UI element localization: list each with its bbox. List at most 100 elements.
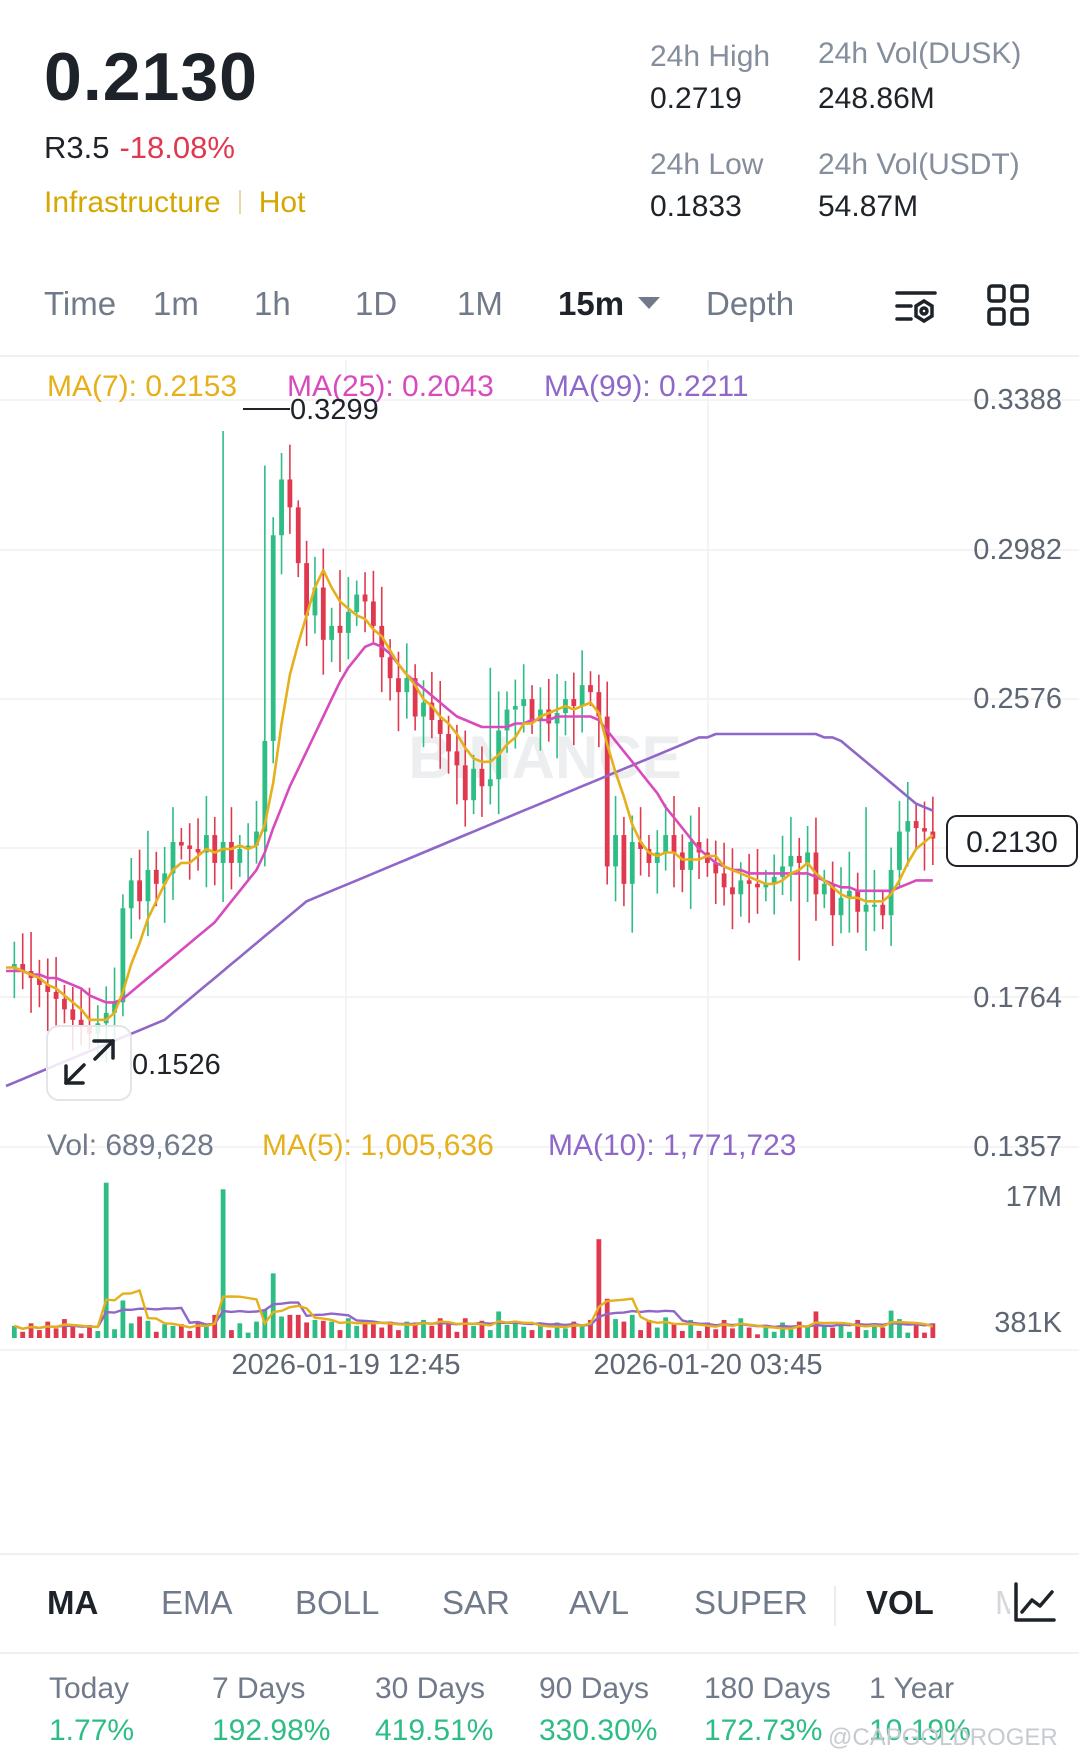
candles-layer (11, 431, 936, 1063)
price-axis-label: 0.1357 (973, 1131, 1062, 1163)
ma-lines-layer (5, 568, 934, 1088)
volume-bar (846, 1331, 852, 1338)
candle-body (204, 835, 209, 853)
volume-bar (220, 1189, 226, 1338)
volume-bar (337, 1330, 343, 1338)
candle-body (437, 720, 443, 734)
candle-body (371, 601, 376, 626)
volume-bar (87, 1325, 92, 1338)
candle-body (671, 835, 677, 853)
volume-bar (396, 1330, 401, 1338)
stat-24h-high-label: 24h High (650, 40, 771, 73)
candle-body (11, 964, 17, 968)
candle-body (613, 835, 618, 867)
candle-body (404, 678, 410, 693)
candle-body (805, 852, 810, 863)
candle-body (487, 779, 493, 787)
candle-body (571, 699, 577, 707)
candle-body (262, 740, 268, 832)
volume-bar (621, 1321, 627, 1338)
interval-tab-time[interactable]: Time (44, 285, 117, 322)
volume-bar (371, 1322, 376, 1338)
high-marker-label: 0.3299 (290, 394, 379, 426)
indicator-tab-super[interactable]: SUPER (694, 1584, 808, 1621)
volume-bar (596, 1239, 602, 1338)
candle-body (78, 1019, 84, 1027)
volume-bar (730, 1328, 735, 1338)
volume-bar (897, 1319, 902, 1338)
stat-24h-vol-quote-label: 24h Vol(USDT) (818, 148, 1020, 181)
indicator-tab-avl[interactable]: AVL (569, 1584, 629, 1621)
volume-bar (638, 1330, 643, 1338)
interval-tab-15m[interactable]: 15m (558, 285, 661, 323)
indicator-tab-vol[interactable]: VOL (866, 1584, 934, 1621)
volume-bar (187, 1330, 193, 1338)
legend-ma99: MA(99): 0.2211 (544, 370, 749, 403)
current-price-value: 0.2130 (966, 826, 1058, 859)
candle-body (479, 768, 485, 787)
time-axis-label-1: 2026-01-19 12:45 (232, 1349, 461, 1381)
volume-bar (496, 1311, 502, 1338)
volume-bar (120, 1300, 126, 1338)
volume-bar (905, 1332, 911, 1338)
candle-body (270, 535, 276, 741)
ma99-line (5, 732, 934, 1088)
candle-body (312, 587, 318, 616)
interval-selected-label: 15m (558, 285, 625, 322)
perf-value-180d: 172.73% (704, 1714, 823, 1747)
legend-vol-ma10: MA(10): 1,771,723 (548, 1129, 796, 1162)
volume-bar (679, 1330, 685, 1338)
candle-body (905, 821, 911, 832)
volume-bar (53, 1328, 59, 1338)
candle-body (153, 869, 159, 884)
interval-tabs: Time 1m 1h 1D 1M 15m Depth (0, 283, 1079, 345)
tag-infrastructure[interactable]: Infrastructure (44, 186, 221, 219)
volume-bar (162, 1324, 168, 1338)
indicator-tab-boll[interactable]: BOLL (295, 1584, 380, 1621)
indicator-settings-icon[interactable] (1010, 1580, 1058, 1626)
interval-tab-1mo[interactable]: 1M (457, 285, 503, 322)
volume-bar (379, 1327, 385, 1338)
interval-tab-depth[interactable]: Depth (706, 285, 795, 322)
indicator-tab-ma[interactable]: MA (47, 1584, 99, 1621)
candle-body (788, 855, 794, 867)
stat-24h-vol-base-value: 248.86M (818, 82, 935, 115)
candle-body (137, 880, 142, 902)
indicator-tab-sar[interactable]: SAR (442, 1584, 510, 1621)
volume-bar (746, 1327, 752, 1338)
candle-body (345, 611, 351, 633)
volume-bar (153, 1331, 159, 1338)
volume-bar (295, 1314, 301, 1338)
volume-bar (137, 1316, 142, 1338)
expand-chart-button[interactable] (46, 1025, 132, 1101)
volume-bar (45, 1321, 51, 1338)
candle-body (521, 699, 527, 707)
grid-layout-icon[interactable] (986, 283, 1030, 327)
candle-body (70, 1009, 76, 1020)
volume-bar (345, 1318, 351, 1338)
volume-bar (696, 1330, 702, 1338)
tag-hot[interactable]: Hot (258, 186, 306, 219)
tag-separator (238, 190, 241, 214)
volume-bar (512, 1320, 518, 1338)
perf-label-180d: 180 Days (704, 1672, 831, 1705)
volume-bar (755, 1334, 760, 1338)
stat-24h-vol-quote-value: 54.87M (818, 190, 919, 223)
interval-tab-1h[interactable]: 1h (254, 285, 291, 322)
indicator-tab-ema[interactable]: EMA (161, 1584, 233, 1621)
candle-body (705, 852, 710, 863)
volume-bar (529, 1330, 535, 1338)
volume-bar (663, 1317, 669, 1338)
volume-bar (170, 1325, 176, 1338)
price-axis-label: 0.2576 (973, 683, 1062, 715)
volume-bar (329, 1321, 335, 1338)
candle-body (162, 873, 168, 884)
interval-tab-1d[interactable]: 1D (355, 285, 398, 322)
chart-settings-icon[interactable] (893, 285, 939, 331)
price-chart[interactable]: BINANCE MA(7): 0.2153 MA(25): 0.2043 MA(… (0, 360, 1079, 1542)
candle-body (245, 845, 251, 849)
chart-grid (0, 360, 1079, 1351)
interval-tab-1m[interactable]: 1m (153, 285, 199, 322)
volume-bar (771, 1331, 777, 1338)
